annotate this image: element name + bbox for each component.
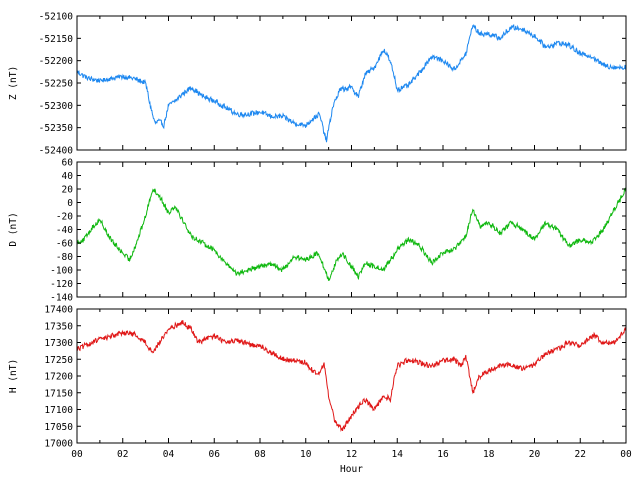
x-tick-label: 14 <box>392 449 404 460</box>
plot-frame-d <box>76 161 627 298</box>
y-tick-label-d: 60 <box>62 158 74 169</box>
series-line-d <box>76 187 627 281</box>
y-tick-label-z: -52100 <box>39 12 74 23</box>
y-tick-label-h: 17300 <box>44 338 73 349</box>
y-tick-label-z: -52400 <box>39 146 74 157</box>
x-tick-label: 16 <box>437 449 449 460</box>
series-line-h <box>77 320 627 433</box>
y-tick-label-h: 17150 <box>44 388 73 399</box>
y-tick-label-d: -20 <box>56 212 73 223</box>
plot-frame-h <box>76 308 627 444</box>
x-tick-label: 20 <box>529 449 541 460</box>
y-tick-label-z: -52150 <box>39 34 74 45</box>
x-axis: 00 02 04 06 08 10 12 14 16 18 20 22 00 Hour <box>71 449 632 475</box>
x-tick-label: 00 <box>71 449 83 460</box>
x-tick-label: 04 <box>163 449 175 460</box>
y-axis-label-z: Z (nT) <box>8 66 19 100</box>
y-tick-label-h: 17200 <box>44 372 73 383</box>
y-tick-label-d: -120 <box>50 279 73 290</box>
x-tick-label: 06 <box>209 449 221 460</box>
x-tick-label: 10 <box>300 449 312 460</box>
y-tick-label-h: 17250 <box>44 355 73 366</box>
y-tick-label-h: 17100 <box>44 405 73 416</box>
y-tick-label-h: 17400 <box>44 305 73 316</box>
y-tick-label-z: -52250 <box>39 79 74 90</box>
x-tick-label: 12 <box>346 449 357 460</box>
y-tick-label-d: -40 <box>56 225 73 236</box>
y-tick-label-d: -80 <box>56 252 73 263</box>
y-tick-label-z: -52300 <box>39 101 74 112</box>
x-axis-label: Hour <box>340 464 363 475</box>
panel-d: 60 40 20 0 -20 -40 -60 -80 -100 -120 -140 D (nT) <box>8 158 627 304</box>
x-tick-label: 02 <box>117 449 128 460</box>
y-tick-label-z: -52200 <box>39 56 74 67</box>
y-tick-label-h: 17050 <box>44 422 73 433</box>
panel-h: 17400 17350 17300 17250 17200 17150 17100 17050… <box>8 305 627 450</box>
y-tick-label-h: 17350 <box>44 321 73 332</box>
y-tick-label-h: 17000 <box>44 439 73 450</box>
panel-z: -52100 -52150 -52200 -52250 -52300 -52350 -524… <box>8 12 627 157</box>
y-tick-label-z: -52350 <box>39 123 74 134</box>
y-tick-label-d: -140 <box>50 293 73 304</box>
plot-frame-z <box>76 15 627 151</box>
y-axis-label-d: D (nT) <box>8 212 19 246</box>
y-tick-label-d: -60 <box>56 239 73 250</box>
series-line-z <box>76 24 627 143</box>
y-tick-label-d: 40 <box>62 171 74 182</box>
x-tick-label: 18 <box>483 449 495 460</box>
y-tick-label-d: 20 <box>62 185 74 196</box>
y-axis-label-h: H (nT) <box>8 359 19 393</box>
x-tick-label: 00 <box>620 449 632 460</box>
x-tick-label: 08 <box>254 449 266 460</box>
y-tick-label-d: 0 <box>67 198 73 209</box>
y-tick-label-d: -100 <box>50 266 73 277</box>
x-tick-label: 22 <box>575 449 586 460</box>
